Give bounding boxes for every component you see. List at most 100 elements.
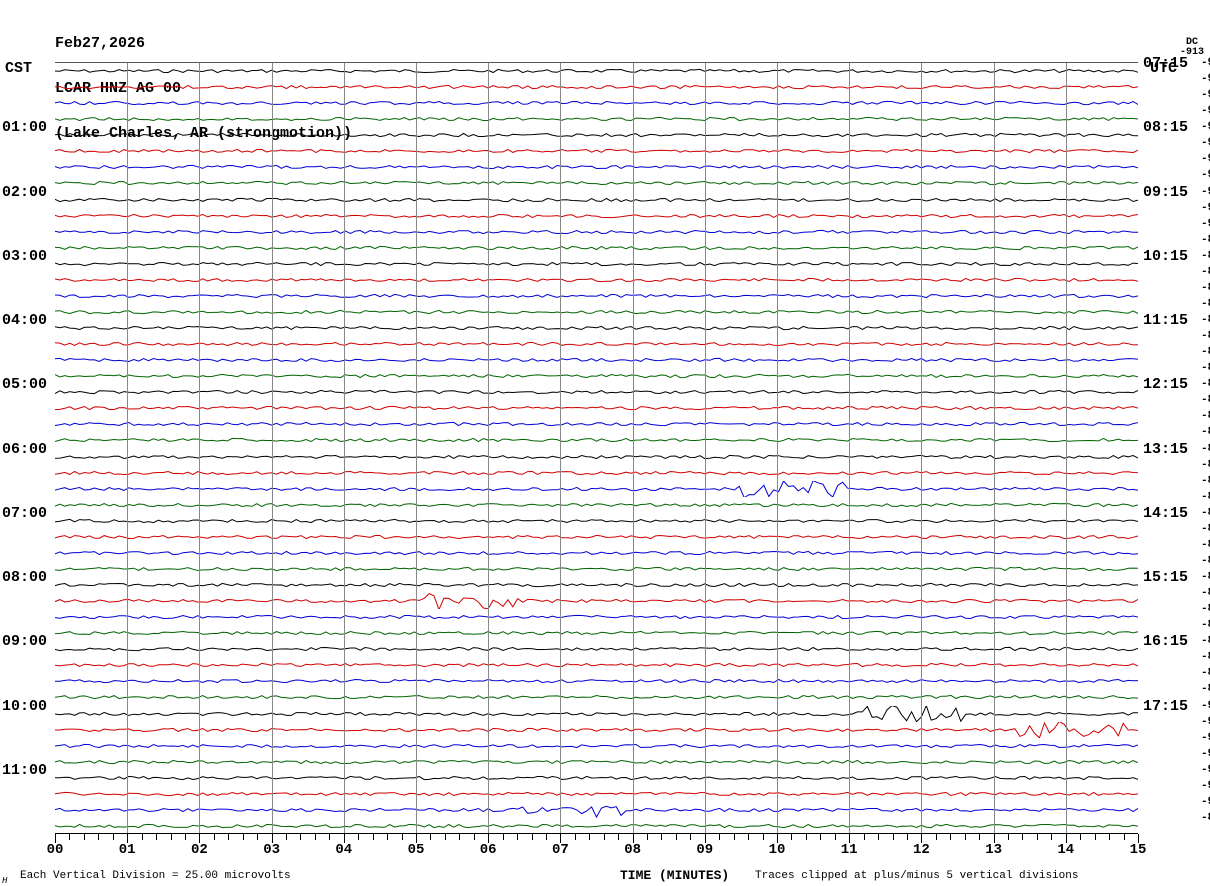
trace-row-5: -907: [55, 143, 1138, 159]
minor-tick: [546, 834, 547, 840]
minor-tick: [604, 834, 605, 840]
dc-value-label-13: -897: [1201, 266, 1210, 278]
trace-row-1: -912: [55, 79, 1138, 95]
dc-value-label-1: -908: [1201, 121, 1210, 133]
dc-value-label-39: -897: [1201, 683, 1210, 695]
utc-hour-label-9: 16:15: [1143, 633, 1198, 650]
minor-tick: [864, 834, 865, 840]
dc-value-label-0: -913: [1201, 57, 1210, 69]
hour-block-11: 11:00 -904 -903 -901 -899: [55, 770, 1138, 834]
xaxis-tick-label-01: 01: [119, 842, 136, 858]
minor-tick: [979, 834, 980, 840]
trace-row-0: -913: [55, 63, 1138, 79]
minor-tick: [1022, 834, 1023, 840]
minor-tick: [1008, 834, 1009, 840]
minor-tick: [214, 834, 215, 840]
trace-row-24: -887: [55, 449, 1138, 465]
minor-tick: [893, 834, 894, 840]
xaxis-tick-label-04: 04: [335, 842, 352, 858]
trace-row-10: -900: [55, 224, 1138, 240]
trace-row-22: -888: [55, 416, 1138, 432]
helicorder-plot-area: 07:15 -913 -912 -911 -910 01:00 08:15 -908 -907 -…: [55, 62, 1138, 833]
utc-hour-label-3: 10:15: [1143, 248, 1198, 265]
dc-value-label-2: -903: [1201, 186, 1210, 198]
trace-row-30: -883: [55, 545, 1138, 561]
utc-hour-label-10: 17:15: [1143, 698, 1198, 715]
trace-row-40: -900: [55, 706, 1138, 722]
trace-row-27: -884: [55, 497, 1138, 513]
hour-block-8: 08:00 15:15 -884 -886 -888 -889: [55, 577, 1138, 641]
minor-tick: [806, 834, 807, 840]
seismograph-helicorder: Feb27,2026 LCAR HNZ AG 00 (Lake Charles,…: [0, 0, 1210, 886]
trace-row-39: -897: [55, 689, 1138, 705]
trace-row-43: -904: [55, 754, 1138, 770]
dc-value-label-26: -885: [1201, 475, 1210, 487]
trace-row-19: -890: [55, 368, 1138, 384]
utc-hour-label-4: 11:15: [1143, 312, 1198, 329]
minor-tick: [373, 834, 374, 840]
minute-gridline: [272, 63, 273, 833]
minor-tick: [98, 834, 99, 840]
trace-row-14: -896: [55, 288, 1138, 304]
dc-value-label-6: -905: [1201, 153, 1210, 165]
dc-value-label-33: -886: [1201, 587, 1210, 599]
dc-value-label-7: -883: [1201, 507, 1210, 519]
minor-tick: [84, 834, 85, 840]
dc-value-label-9: -890: [1201, 635, 1210, 647]
minor-tick: [532, 834, 533, 840]
minor-tick: [791, 834, 792, 840]
minute-gridline: [344, 63, 345, 833]
utc-hour-label-1: 08:15: [1143, 119, 1198, 136]
dc-value-label-41: -903: [1201, 716, 1210, 728]
dc-value-label-30: -883: [1201, 539, 1210, 551]
minor-tick: [329, 834, 330, 840]
dc-value-label-19: -890: [1201, 362, 1210, 374]
minor-tick: [734, 834, 735, 840]
minor-tick: [820, 834, 821, 840]
minor-tick: [878, 834, 879, 840]
minor-tick: [300, 834, 301, 840]
trace-row-6: -905: [55, 159, 1138, 175]
minor-tick: [575, 834, 576, 840]
hour-block-3: 03:0010:15-898-897-896-895: [55, 256, 1138, 320]
dc-value-label-3: -910: [1201, 105, 1210, 117]
dc-value-label-18: -891: [1201, 346, 1210, 358]
trace-row-31: -884: [55, 561, 1138, 577]
trace-row-42: -904: [55, 738, 1138, 754]
trace-row-3: -910: [55, 111, 1138, 127]
trace-row-45: -903: [55, 786, 1138, 802]
trace-row-4: -908: [55, 127, 1138, 143]
hour-block-2: 02:00 09:15 -903 -901 -900 -899: [55, 192, 1138, 256]
xaxis-tick-label-14: 14: [1057, 842, 1074, 858]
minor-tick: [647, 834, 648, 840]
minor-tick: [763, 834, 764, 840]
dc-value-label-46: -901: [1201, 796, 1210, 808]
utc-hour-label-8: 15:15: [1143, 569, 1198, 586]
minute-gridline: [849, 63, 850, 833]
minor-tick: [156, 834, 157, 840]
hour-block-5: 05:0012:15-889-889-888-887: [55, 384, 1138, 448]
minor-tick: [1095, 834, 1096, 840]
dc-value-label-5: -907: [1201, 137, 1210, 149]
hour-block-4: 04:0011:15-893-892-891-890: [55, 320, 1138, 384]
minor-tick: [589, 834, 590, 840]
trace-row-7: -904: [55, 175, 1138, 191]
dc-value-label-11: -904: [1201, 764, 1210, 776]
trace-row-16: -893: [55, 320, 1138, 336]
dc-value-label-25: -886: [1201, 459, 1210, 471]
xaxis-tick-label-10: 10: [769, 842, 786, 858]
minor-tick: [474, 834, 475, 840]
trace-row-33: -886: [55, 593, 1138, 609]
utc-hour-label-5: 12:15: [1143, 376, 1198, 393]
cst-hour-label-3: 03:00: [2, 248, 52, 265]
corner-glyph: H: [2, 876, 7, 886]
dc-value-label-2: -911: [1201, 89, 1210, 101]
xaxis-tick-label-00: 00: [47, 842, 64, 858]
minor-tick: [358, 834, 359, 840]
vertical-division-note: Each Vertical Division = 25.00 microvolt…: [20, 870, 291, 882]
cst-hour-label-2: 02:00: [2, 184, 52, 201]
trace-row-12: -898: [55, 256, 1138, 272]
trace-row-32: -884: [55, 577, 1138, 593]
xaxis-title: TIME (MINUTES): [620, 868, 729, 883]
minute-gridline: [1066, 63, 1067, 833]
